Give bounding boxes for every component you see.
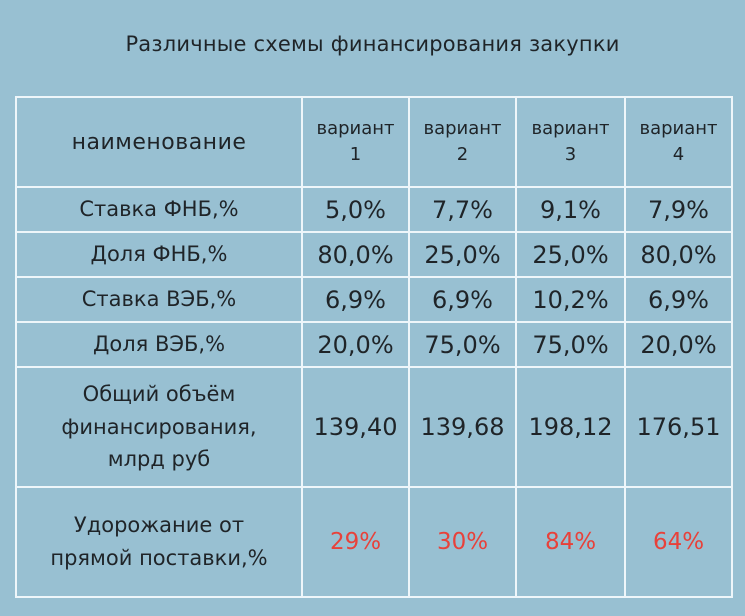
table-row-veb-rate: Ставка ВЭБ,% 6,9% 6,9% 10,2% 6,9% [15, 276, 733, 323]
table-header-row: наименование вариант 1 вариант 2 вариант… [15, 96, 733, 188]
page-title: Различные схемы финансирования закупки [125, 32, 620, 56]
table-cell: 6,9% [408, 276, 517, 323]
row-label: Общий объём финансирования, млрд руб [15, 366, 303, 488]
header-variant-2: вариант 2 [408, 96, 517, 188]
table-cell: 20,0% [301, 321, 410, 368]
header-name: наименование [15, 96, 303, 188]
row-label: Ставка ВЭБ,% [15, 276, 303, 323]
highlight-cell: 30% [408, 486, 517, 598]
table-cell: 25,0% [408, 231, 517, 278]
table-cell: 6,9% [624, 276, 733, 323]
table-row-fnb-rate: Ставка ФНБ,% 5,0% 7,7% 9,1% 7,9% [15, 186, 733, 233]
header-variant-label: вариант [316, 117, 395, 139]
highlight-cell: 64% [624, 486, 733, 598]
header-variant-number: 3 [564, 144, 577, 165]
row-label: Ставка ФНБ,% [15, 186, 303, 233]
row-label-line: Общий объём [82, 382, 236, 407]
table-cell: 75,0% [515, 321, 626, 368]
row-label-line: млрд руб [107, 447, 211, 472]
table-cell: 80,0% [624, 231, 733, 278]
row-label: Доля ВЭБ,% [15, 321, 303, 368]
header-variant-number: 4 [672, 144, 685, 165]
financing-table: наименование вариант 1 вариант 2 вариант… [15, 96, 733, 598]
highlight-cell: 29% [301, 486, 410, 598]
header-variant-number: 1 [349, 144, 362, 165]
header-variant-label: вариант [423, 117, 502, 139]
table-cell: 75,0% [408, 321, 517, 368]
table-cell: 176,51 [624, 366, 733, 488]
table-cell: 7,9% [624, 186, 733, 233]
table-row-fnb-share: Доля ФНБ,% 80,0% 25,0% 25,0% 80,0% [15, 231, 733, 278]
table-cell: 10,2% [515, 276, 626, 323]
table-cell: 9,1% [515, 186, 626, 233]
table-row-veb-share: Доля ВЭБ,% 20,0% 75,0% 75,0% 20,0% [15, 321, 733, 368]
table-cell: 5,0% [301, 186, 410, 233]
table-cell: 80,0% [301, 231, 410, 278]
header-variant-number: 2 [456, 144, 469, 165]
header-variant-label: вариант [639, 117, 718, 139]
table-cell: 20,0% [624, 321, 733, 368]
header-variant-4: вариант 4 [624, 96, 733, 188]
table-cell: 198,12 [515, 366, 626, 488]
table-cell: 139,68 [408, 366, 517, 488]
row-label-line: финансирования, [61, 414, 257, 439]
table-cell: 7,7% [408, 186, 517, 233]
header-variant-3: вариант 3 [515, 96, 626, 188]
row-label: Доля ФНБ,% [15, 231, 303, 278]
table-cell: 139,40 [301, 366, 410, 488]
row-label-line: прямой поставки,% [50, 546, 268, 570]
table-row-total-financing: Общий объём финансирования, млрд руб 139… [15, 366, 733, 488]
header-variant-label: вариант [531, 117, 610, 139]
table-row-markup: Удорожание от прямой поставки,% 29% 30% … [15, 486, 733, 598]
row-label: Удорожание от прямой поставки,% [15, 486, 303, 598]
row-label-line: Удорожание от [73, 513, 245, 538]
highlight-cell: 84% [515, 486, 626, 598]
table-cell: 25,0% [515, 231, 626, 278]
table-cell: 6,9% [301, 276, 410, 323]
header-variant-1: вариант 1 [301, 96, 410, 188]
